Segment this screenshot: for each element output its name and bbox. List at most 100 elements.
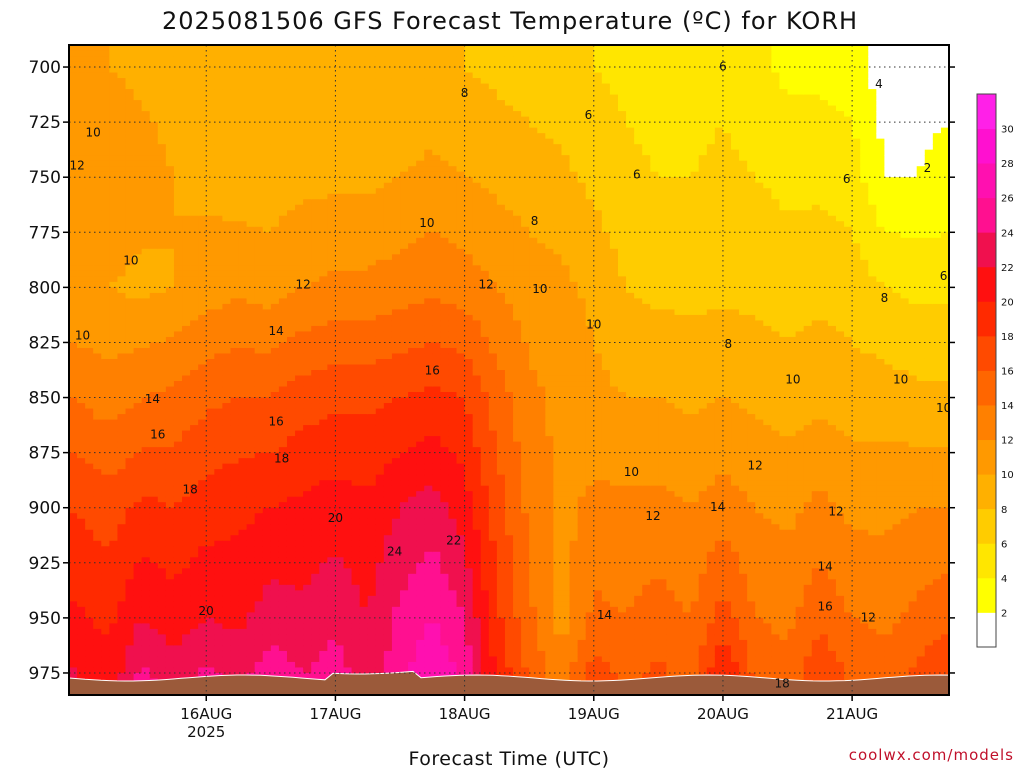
heatmap-cell [254,397,264,404]
heatmap-cell [69,221,78,228]
heatmap-cell [327,237,337,244]
heatmap-cell [335,452,345,459]
heatmap-cell [367,595,377,602]
heatmap-cell [286,193,296,200]
heatmap-cell [383,419,393,426]
heatmap-cell [327,397,337,404]
heatmap-cell [400,281,409,288]
heatmap-cell [182,502,191,509]
heatmap-cell [165,634,175,641]
heatmap-cell [85,568,94,575]
heatmap-cell [303,226,312,233]
heatmap-cell [295,331,304,338]
heatmap-cell [303,375,312,382]
heatmap-cell [262,579,272,586]
heatmap-cell [230,606,240,613]
heatmap-cell [311,270,320,277]
heatmap-cell [303,507,312,514]
heatmap-cell [133,259,143,266]
heatmap-cell [149,634,159,641]
heatmap-cell [270,336,280,344]
heatmap-cell [270,656,280,663]
heatmap-cell [85,210,94,217]
heatmap-cell [375,601,385,608]
heatmap-cell [383,667,393,674]
heatmap-cell [222,474,232,481]
heatmap-cell [278,72,288,79]
heatmap-cell [270,149,280,156]
heatmap-cell [157,458,167,465]
heatmap-cell [319,331,328,338]
heatmap-cell [133,540,143,547]
heatmap-cell [222,254,232,261]
heatmap-cell [173,155,183,162]
heatmap-cell [262,188,272,195]
heatmap-cell [173,540,183,547]
heatmap-cell [254,425,264,432]
heatmap-cell [278,116,288,123]
heatmap-cell [391,144,401,151]
heatmap-cell [238,513,248,520]
heatmap-cell [262,314,272,322]
heatmap-cell [165,342,175,349]
heatmap-cell [101,469,110,476]
heatmap-cell [141,403,151,410]
heatmap-cell [375,160,385,167]
heatmap-cell [375,661,385,669]
heatmap-cell [303,364,312,371]
heatmap-cell [101,105,110,112]
heatmap-cell [295,656,304,663]
heatmap-cell [286,353,296,360]
heatmap-cell [262,645,272,652]
heatmap-cell [343,595,353,602]
heatmap-cell [182,171,191,178]
heatmap-cell [173,111,183,118]
heatmap-cell [93,634,102,641]
heatmap-cell [391,160,401,167]
heatmap-cell [85,122,94,129]
heatmap-cell [327,535,337,542]
heatmap-cell [141,144,151,151]
heatmap-cell [157,375,167,382]
heatmap-cell [190,116,199,123]
heatmap-cell [198,419,207,426]
heatmap-cell [408,155,417,162]
heatmap-cell [157,347,167,355]
heatmap-cell [69,447,78,454]
heatmap-cell [69,215,78,222]
heatmap-cell [400,551,409,558]
heatmap-cell [149,94,159,101]
heatmap-cell [222,314,232,322]
heatmap-cell [319,254,328,261]
heatmap-cell [222,612,232,619]
heatmap-cell [230,535,240,542]
heatmap-cell [286,105,296,112]
heatmap-cell [157,270,167,277]
heatmap-cell [262,639,272,647]
heatmap-cell [343,259,353,266]
heatmap-cell [101,623,110,630]
heatmap-cell [262,72,272,79]
heatmap-cell [222,188,232,195]
heatmap-cell [206,436,215,443]
heatmap-cell [85,149,94,156]
heatmap-cell [400,204,409,211]
heatmap-cell [343,265,353,272]
heatmap-cell [85,331,94,338]
heatmap-cell [141,193,151,200]
heatmap-cell [400,403,409,410]
heatmap-cell [69,381,78,388]
heatmap-cell [351,562,361,569]
heatmap-cell [351,160,361,167]
heatmap-cell [77,61,86,68]
heatmap-cell [238,546,248,553]
heatmap-cell [149,160,159,167]
heatmap-cell [375,579,385,586]
heatmap-cell [327,320,337,327]
heatmap-cell [359,50,369,57]
heatmap-cell [109,419,119,426]
heatmap-cell [238,292,248,299]
heatmap-cell [335,336,345,344]
heatmap-cell [343,579,353,586]
heatmap-cell [182,177,191,184]
